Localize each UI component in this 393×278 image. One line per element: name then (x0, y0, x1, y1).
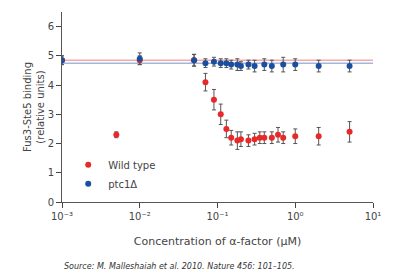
svg-text:2: 2 (48, 138, 54, 149)
svg-text:6: 6 (48, 21, 54, 32)
svg-text:10¹: 10¹ (365, 211, 382, 222)
svg-text:Wild type: Wild type (108, 160, 155, 171)
svg-text:Source: M. Malleshaiah et al.: Source: M. Malleshaiah et al. 2010. Natu… (64, 262, 295, 271)
svg-text:4: 4 (48, 80, 54, 91)
svg-text:0: 0 (48, 197, 54, 208)
svg-text:10⁰: 10⁰ (287, 211, 304, 222)
svg-text:5: 5 (48, 50, 54, 61)
svg-text:10⁻²: 10⁻² (129, 211, 151, 222)
svg-text:Concentration of α-factor (μM): Concentration of α-factor (μM) (134, 235, 301, 248)
svg-text:3: 3 (48, 109, 54, 120)
svg-text:Fus3-Ste5 binding(relative uni: Fus3-Ste5 binding(relative units) (22, 62, 46, 152)
svg-text:10⁻¹: 10⁻¹ (206, 211, 228, 222)
svg-text:10⁻³: 10⁻³ (51, 211, 73, 222)
svg-text:1: 1 (48, 167, 54, 178)
svg-text:ptc1Δ: ptc1Δ (108, 179, 137, 190)
